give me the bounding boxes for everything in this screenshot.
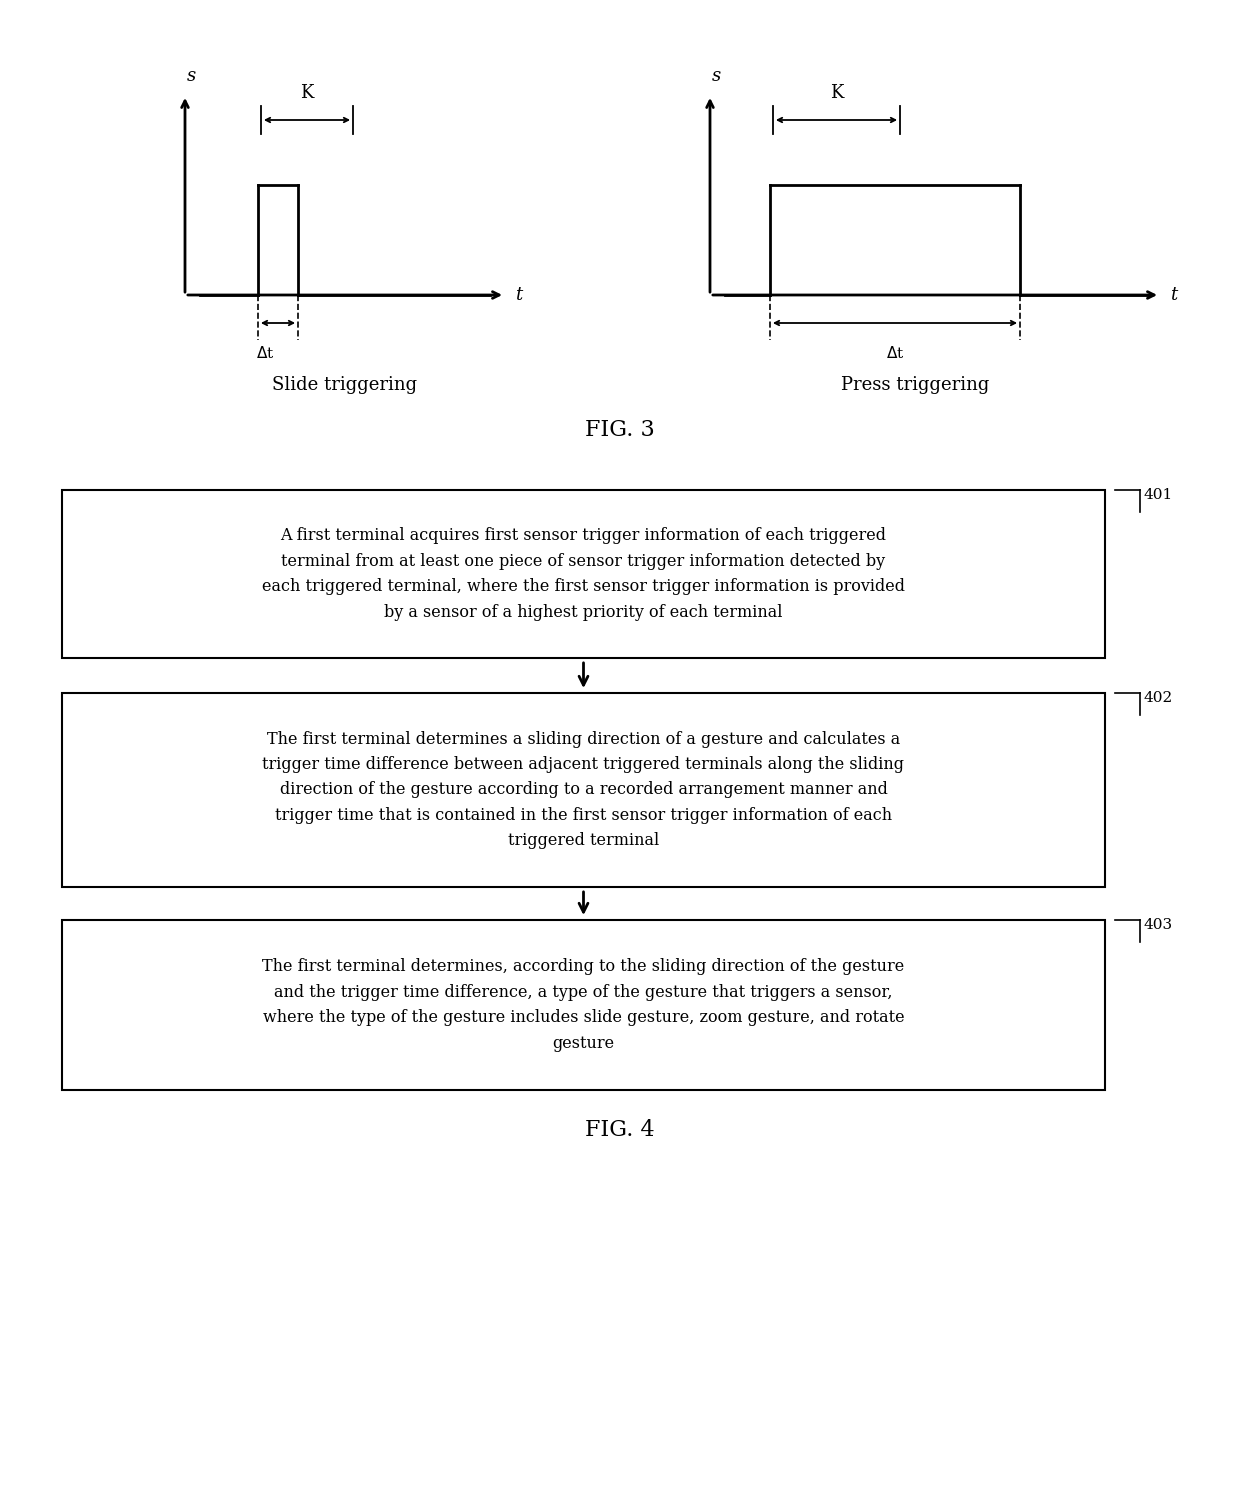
Text: FIG. 4: FIG. 4: [585, 1120, 655, 1141]
FancyBboxPatch shape: [62, 920, 1105, 1090]
Text: K: K: [830, 83, 843, 101]
Text: The first terminal determines a sliding direction of a gesture and calculates a
: The first terminal determines a sliding …: [263, 731, 904, 850]
FancyBboxPatch shape: [62, 693, 1105, 887]
Text: The first terminal determines, according to the sliding direction of the gesture: The first terminal determines, according…: [263, 959, 905, 1051]
Text: 402: 402: [1145, 690, 1173, 705]
Text: $\Delta$t: $\Delta$t: [885, 344, 904, 361]
Text: s: s: [712, 67, 720, 85]
Text: FIG. 3: FIG. 3: [585, 419, 655, 441]
FancyBboxPatch shape: [62, 491, 1105, 658]
Text: t: t: [1171, 286, 1177, 304]
Text: s: s: [186, 67, 196, 85]
Text: Press triggering: Press triggering: [841, 376, 990, 394]
Text: 403: 403: [1145, 918, 1173, 932]
Text: $\Delta$t: $\Delta$t: [255, 344, 274, 361]
Text: K: K: [300, 83, 314, 101]
Text: t: t: [515, 286, 522, 304]
Text: Slide triggering: Slide triggering: [273, 376, 418, 394]
Text: 401: 401: [1145, 488, 1173, 502]
Text: A first terminal acquires first sensor trigger information of each triggered
ter: A first terminal acquires first sensor t…: [262, 528, 905, 620]
